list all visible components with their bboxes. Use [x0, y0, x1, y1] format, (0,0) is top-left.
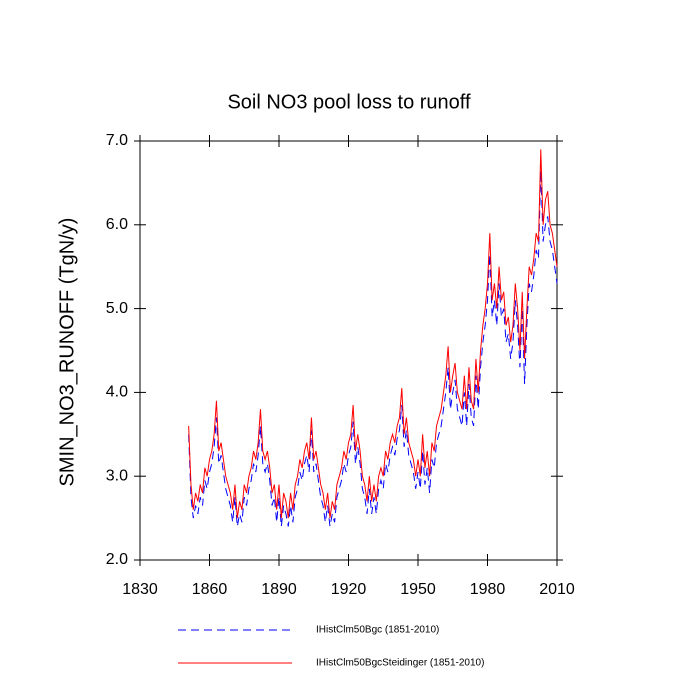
y-axis-label: SMIN_NO3_RUNOFF (TgN/y): [56, 218, 78, 487]
plot-frame: [139, 140, 558, 561]
y-tick-label: 7.0: [106, 132, 128, 149]
x-tick-label: 1890: [261, 581, 297, 598]
y-tick-label: 2.0: [106, 551, 128, 568]
y-tick-label: 5.0: [106, 300, 128, 317]
x-tick-label: 1860: [192, 581, 228, 598]
y-tick-label: 6.0: [106, 216, 128, 233]
x-tick-label: 1830: [122, 581, 158, 598]
chart-title: Soil NO3 pool loss to runoff: [227, 91, 471, 113]
x-tick-label: 1920: [331, 581, 367, 598]
series-line: [188, 149, 558, 519]
series-line: [188, 170, 558, 527]
x-tick-label: 1980: [470, 581, 506, 598]
x-tick-label: 1950: [400, 581, 436, 598]
legend-label: IHistClm50Bgc (1851-2010): [316, 625, 439, 636]
y-tick-label: 4.0: [106, 384, 128, 401]
legend-label: IHistClm50BgcSteidinger (1851-2010): [316, 658, 484, 669]
y-tick-label: 3.0: [106, 467, 128, 484]
x-tick-label: 2010: [539, 581, 575, 598]
